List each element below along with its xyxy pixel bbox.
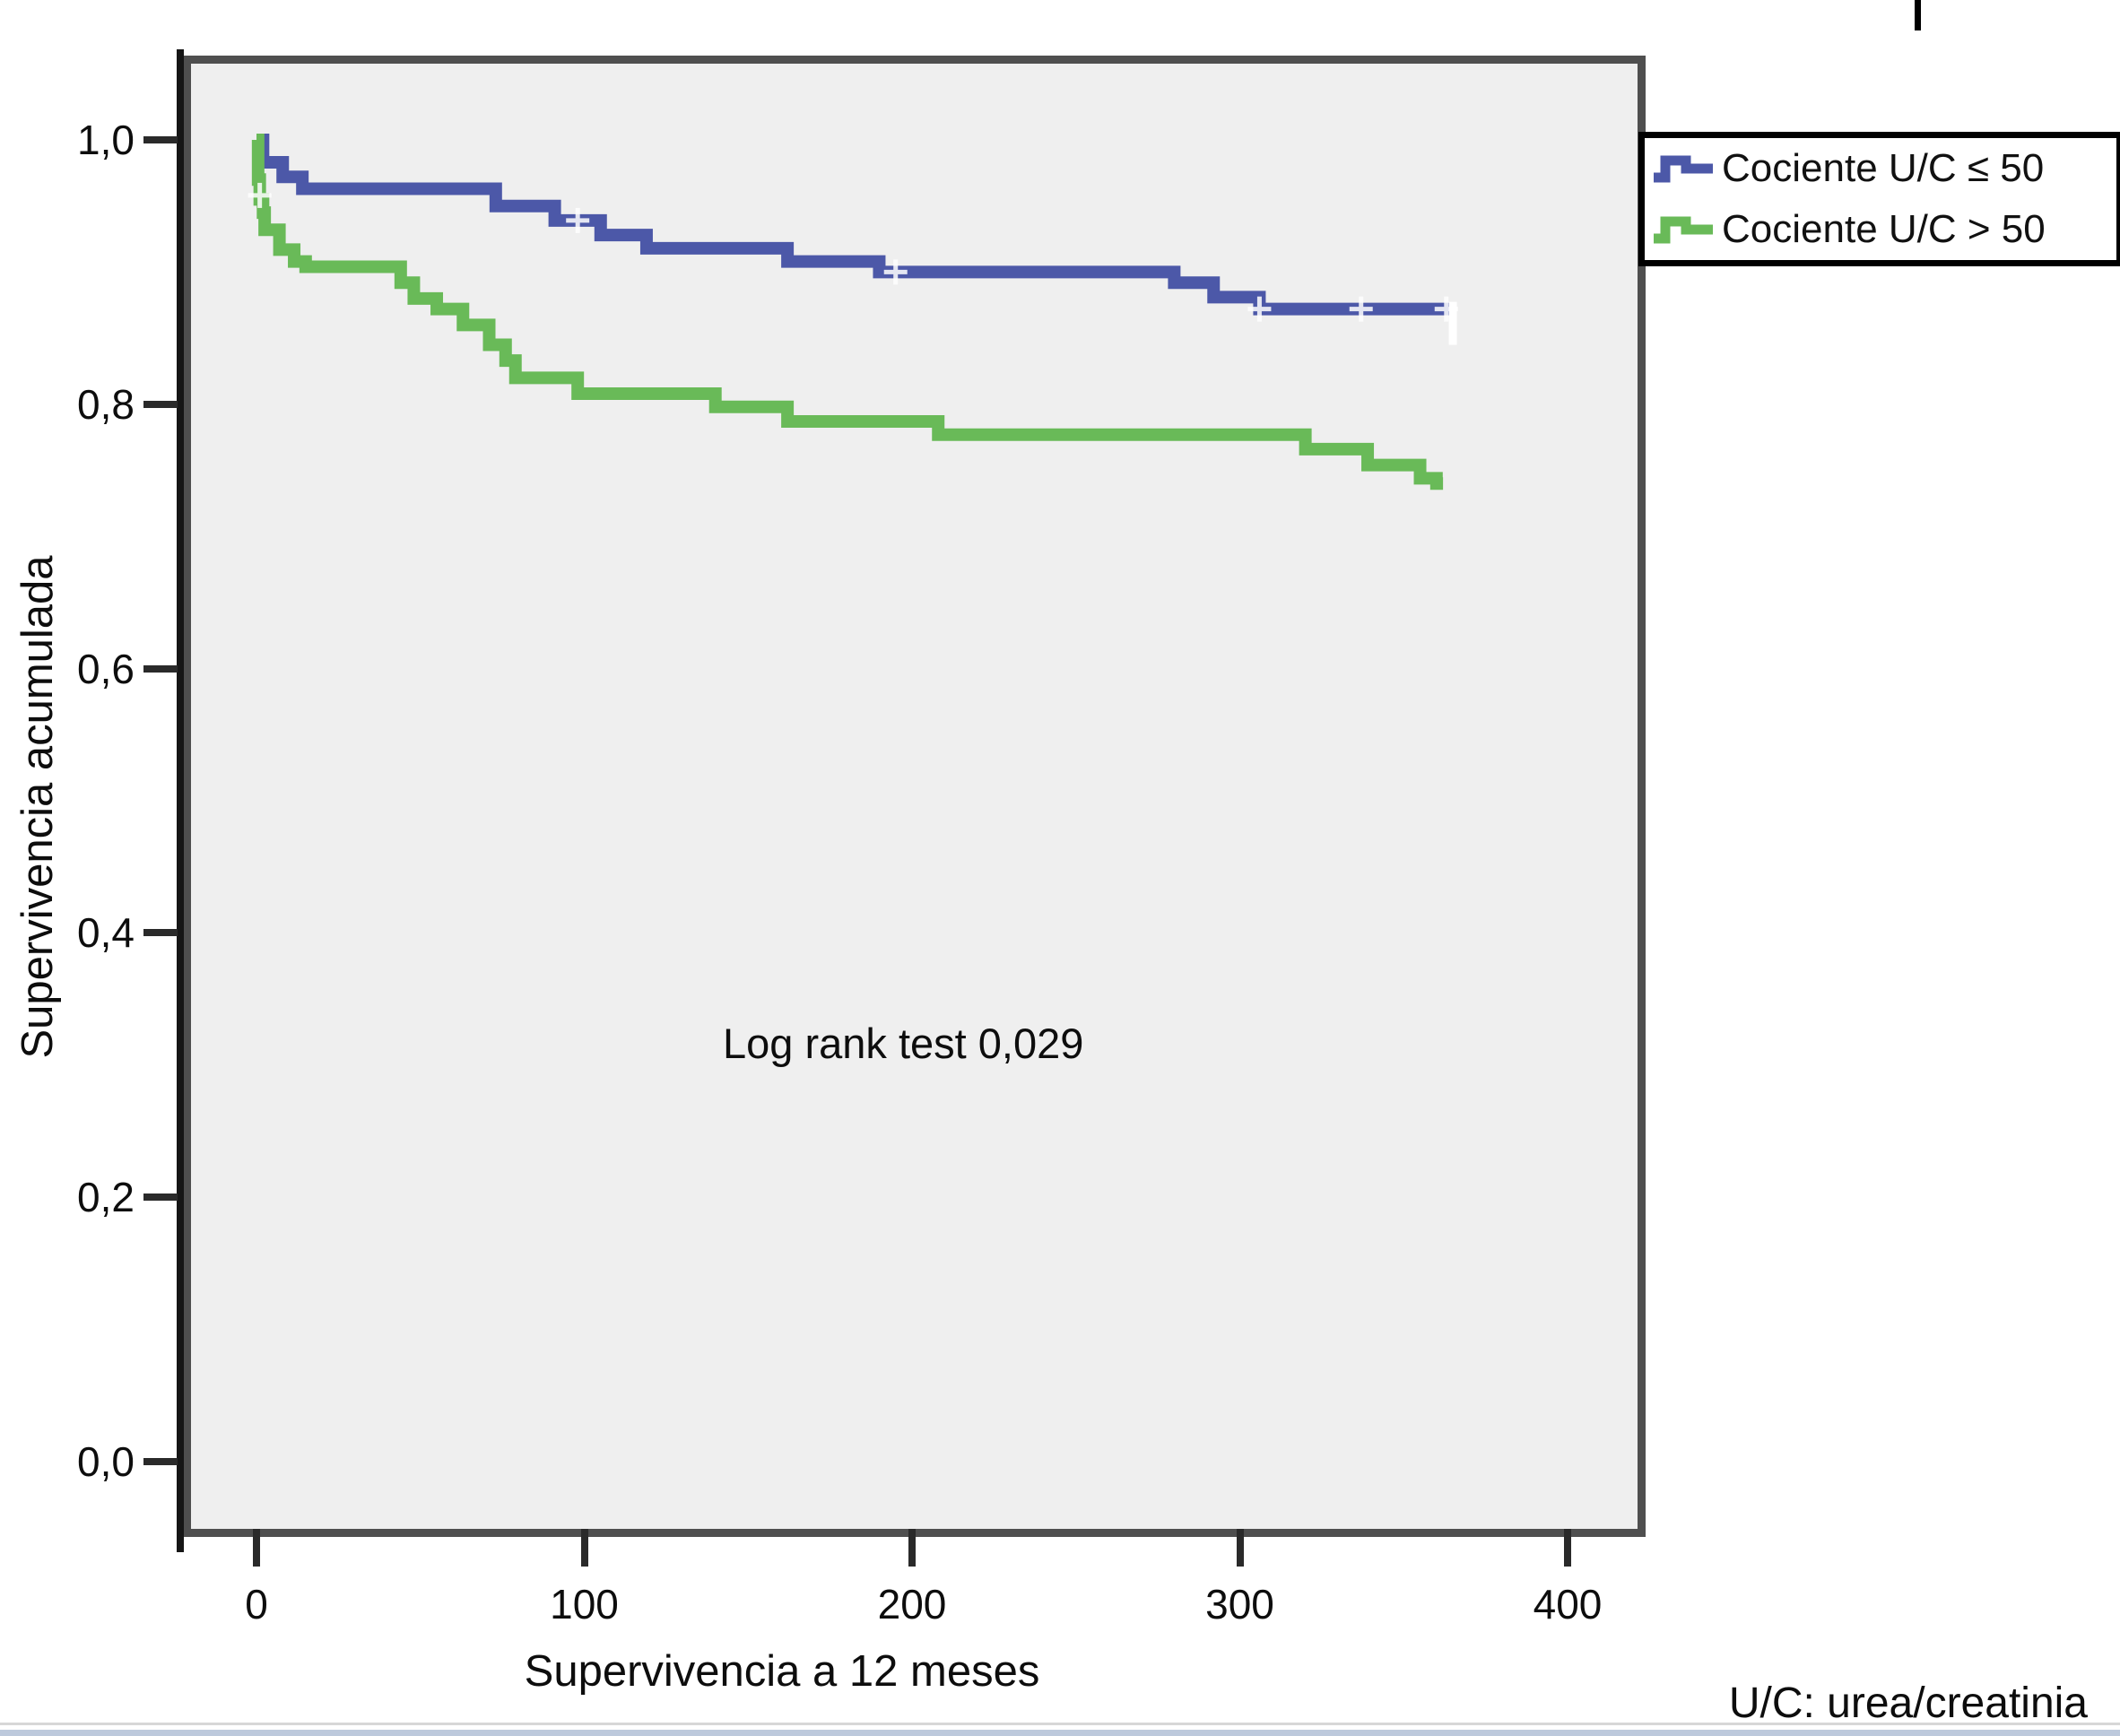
y-axis-title: Supervivencia acumulada: [13, 555, 62, 1059]
x-tick-mark: [908, 1529, 916, 1567]
censor-mark: [1247, 296, 1272, 322]
legend-box: Cociente U/C ≤ 50 Cociente U/C > 50: [1638, 132, 2120, 266]
y-tick-label: 0,6: [77, 645, 135, 692]
y-tick-label: 0,2: [77, 1174, 135, 1221]
x-axis-title: Supervivencia a 12 meses: [524, 1647, 1040, 1696]
page-bottom-strip: [0, 1730, 2120, 1736]
y-tick-mark: [143, 929, 178, 937]
x-tick-label: 400: [1533, 1581, 1603, 1628]
censor-mark: [248, 182, 272, 208]
page-edge-mark: [1915, 0, 1921, 30]
y-tick-mark: [143, 400, 178, 408]
x-tick-label: 0: [245, 1581, 268, 1628]
legend-item-uc-le-50: Cociente U/C ≤ 50: [1652, 141, 2116, 196]
footnote-abbreviation: U/C: urea/creatinia: [1728, 1680, 2088, 1727]
y-tick-label: 0,8: [77, 380, 135, 428]
y-tick-mark: [143, 1194, 178, 1202]
x-tick-label: 100: [550, 1581, 619, 1628]
y-tick-label: 0,4: [77, 909, 135, 957]
legend-label: Cociente U/C ≤ 50: [1722, 146, 2045, 190]
y-tick-mark: [143, 136, 178, 143]
blue-step-line-icon: [1654, 155, 1713, 183]
y-tick-mark: [143, 1458, 178, 1465]
y-tick-label: 0,0: [77, 1438, 135, 1485]
x-tick-mark: [580, 1529, 588, 1567]
y-tick-mark: [143, 664, 178, 673]
km-curve-uc-gt-50: [251, 134, 1444, 490]
y-axis-line: [177, 49, 184, 1552]
censor-mark: [566, 207, 590, 233]
legend-label: Cociente U/C > 50: [1722, 207, 2046, 251]
x-tick-label: 300: [1205, 1581, 1274, 1628]
km-curve-uc-le-50: [256, 134, 1454, 316]
legend-item-uc-gt-50: Cociente U/C > 50: [1652, 202, 2116, 257]
x-tick-mark: [253, 1529, 260, 1567]
log-rank-annotation: Log rank test 0,029: [723, 1020, 1084, 1067]
y-tick-label: 1,0: [77, 117, 135, 163]
x-tick-mark: [1564, 1529, 1571, 1567]
page-bottom-rule: [0, 1723, 2120, 1725]
censor-mark: [883, 259, 908, 285]
x-tick-mark: [1236, 1529, 1244, 1567]
censor-mark: [1349, 296, 1373, 322]
x-tick-label: 200: [877, 1581, 947, 1628]
green-step-line-icon: [1654, 216, 1713, 244]
